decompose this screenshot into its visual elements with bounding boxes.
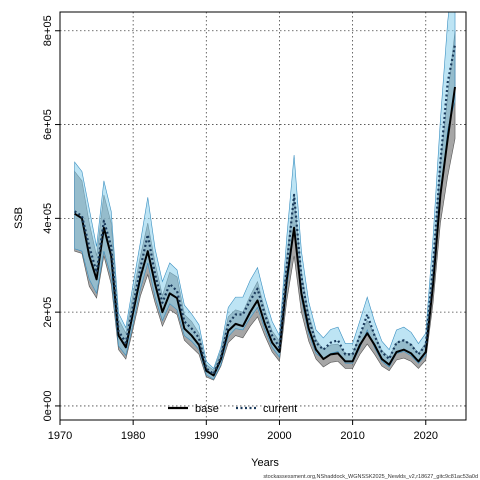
legend: base current [168,403,297,415]
x-tick-label: 2010 [340,430,364,442]
y-axis: 0e+00 2e+05 4e+05 6e+05 8e+05 [42,15,60,421]
current-confidence-band [74,12,456,380]
base-line [74,86,457,377]
y-axis-title: SSB [13,207,25,229]
y-tick-label: 6e+05 [42,109,54,140]
legend-label-current: current [263,403,297,415]
current-line [74,44,457,376]
x-axis: 1970 1980 1990 2000 2010 2020 [48,420,438,442]
y-tick-label: 8e+05 [42,15,54,46]
x-tick-label: 1970 [48,430,72,442]
y-tick-label: 4e+05 [42,203,54,234]
y-tick-label: 2e+05 [42,297,54,328]
x-tick-label: 2000 [267,430,291,442]
footnote: stockassessment.org,NShaddock_WGNSSK2025… [263,474,478,480]
x-tick-label: 1990 [194,430,218,442]
plot-frame [59,11,467,421]
x-tick-label: 2020 [414,430,438,442]
x-axis-title: Years [251,457,279,469]
x-tick-label: 1980 [121,430,145,442]
legend-label-base: base [195,403,219,415]
y-tick-label: 0e+00 [42,390,54,421]
series-lines [74,44,457,377]
